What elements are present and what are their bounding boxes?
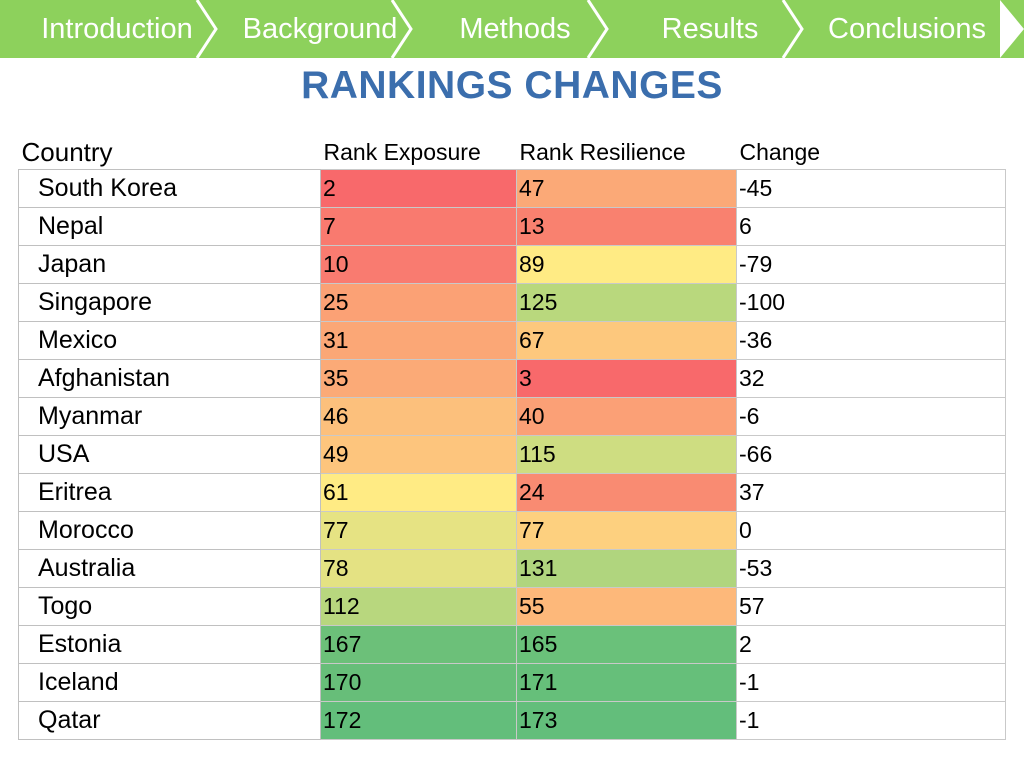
rank-resilience-cell: 24 xyxy=(516,473,737,512)
rank-resilience-cell: 77 xyxy=(516,511,737,550)
change-cell: 57 xyxy=(736,587,1006,626)
change-cell: -79 xyxy=(736,245,1006,284)
rank-exposure-cell: 7 xyxy=(320,207,517,246)
table-row: Nepal 7 13 6 xyxy=(18,207,1006,246)
table-row: Mexico 31 67 -36 xyxy=(18,321,1006,360)
rank-resilience-cell: 47 xyxy=(516,169,737,208)
change-cell: -36 xyxy=(736,321,1006,360)
rank-exposure-cell: 35 xyxy=(320,359,517,398)
table-row: Eritrea 61 24 37 xyxy=(18,473,1006,512)
change-cell: -45 xyxy=(736,169,1006,208)
rank-resilience-cell: 165 xyxy=(516,625,737,664)
table-header-row: Country Rank Exposure Rank Resilience Ch… xyxy=(19,133,1006,170)
table-row: Japan 10 89 -79 xyxy=(18,245,1006,284)
header-country: Country xyxy=(21,137,113,167)
table-row: Togo 112 55 57 xyxy=(18,587,1006,626)
rank-resilience-cell: 13 xyxy=(516,207,737,246)
country-cell: Nepal xyxy=(18,207,321,246)
table-row: South Korea 2 47 -45 xyxy=(18,169,1006,208)
rankings-table: Country Rank Exposure Rank Resilience Ch… xyxy=(18,133,1006,740)
header-rank-resilience: Rank Resilience xyxy=(519,139,686,165)
nav-item-background[interactable]: Background xyxy=(242,13,398,45)
country-cell: Iceland xyxy=(18,663,321,702)
rank-resilience-cell: 40 xyxy=(516,397,737,436)
rank-resilience-cell: 55 xyxy=(516,587,737,626)
rank-exposure-cell: 31 xyxy=(320,321,517,360)
country-cell: Myanmar xyxy=(18,397,321,436)
country-cell: Japan xyxy=(18,245,321,284)
table-row: Qatar 172 173 -1 xyxy=(18,701,1006,740)
table-row: Iceland 170 171 -1 xyxy=(18,663,1006,702)
country-cell: Togo xyxy=(18,587,321,626)
country-cell: Morocco xyxy=(18,511,321,550)
change-cell: -1 xyxy=(736,663,1006,702)
rank-exposure-cell: 78 xyxy=(320,549,517,588)
rank-resilience-cell: 67 xyxy=(516,321,737,360)
page-title: RANKINGS CHANGES xyxy=(301,64,723,107)
rank-exposure-cell: 170 xyxy=(320,663,517,702)
table-row: USA 49 115 -66 xyxy=(18,435,1006,474)
rank-exposure-cell: 49 xyxy=(320,435,517,474)
country-cell: Qatar xyxy=(18,701,321,740)
section-nav-bar: Introduction Background Methods Results … xyxy=(0,0,1024,58)
rank-exposure-cell: 61 xyxy=(320,473,517,512)
table-row: Morocco 77 77 0 xyxy=(18,511,1006,550)
nav-item-methods[interactable]: Methods xyxy=(459,13,571,45)
rank-exposure-cell: 25 xyxy=(320,283,517,322)
change-cell: -1 xyxy=(736,701,1006,740)
header-rank-exposure: Rank Exposure xyxy=(323,139,481,165)
change-cell: 32 xyxy=(736,359,1006,398)
country-cell: Mexico xyxy=(18,321,321,360)
change-cell: 6 xyxy=(736,207,1006,246)
change-cell: -53 xyxy=(736,549,1006,588)
table-row: Australia 78 131 -53 xyxy=(18,549,1006,588)
change-cell: 0 xyxy=(736,511,1006,550)
rank-exposure-cell: 167 xyxy=(320,625,517,664)
country-cell: Afghanistan xyxy=(18,359,321,398)
rank-exposure-cell: 172 xyxy=(320,701,517,740)
table-row: Myanmar 46 40 -6 xyxy=(18,397,1006,436)
rank-exposure-cell: 112 xyxy=(320,587,517,626)
table-row: Singapore 25 125 -100 xyxy=(18,283,1006,322)
header-change: Change xyxy=(739,139,821,165)
rank-resilience-cell: 3 xyxy=(516,359,737,398)
nav-chevron-dividers xyxy=(195,0,1024,58)
country-cell: USA xyxy=(18,435,321,474)
rank-resilience-cell: 173 xyxy=(516,701,737,740)
country-cell: Estonia xyxy=(18,625,321,664)
country-cell: Eritrea xyxy=(18,473,321,512)
nav-item-results[interactable]: Results xyxy=(661,13,759,45)
nav-item-introduction[interactable]: Introduction xyxy=(41,13,193,45)
rank-exposure-cell: 2 xyxy=(320,169,517,208)
nav-item-conclusions[interactable]: Conclusions xyxy=(828,13,986,45)
table-row: Estonia 167 165 2 xyxy=(18,625,1006,664)
rank-resilience-cell: 89 xyxy=(516,245,737,284)
rank-exposure-cell: 46 xyxy=(320,397,517,436)
table-row: Afghanistan 35 3 32 xyxy=(18,359,1006,398)
country-cell: Australia xyxy=(18,549,321,588)
rank-exposure-cell: 10 xyxy=(320,245,517,284)
rank-resilience-cell: 131 xyxy=(516,549,737,588)
country-cell: Singapore xyxy=(18,283,321,322)
change-cell: -100 xyxy=(736,283,1006,322)
rank-resilience-cell: 125 xyxy=(516,283,737,322)
country-cell: South Korea xyxy=(18,169,321,208)
change-cell: -6 xyxy=(736,397,1006,436)
change-cell: -66 xyxy=(736,435,1006,474)
change-cell: 2 xyxy=(736,625,1006,664)
rank-resilience-cell: 171 xyxy=(516,663,737,702)
change-cell: 37 xyxy=(736,473,1006,512)
rank-exposure-cell: 77 xyxy=(320,511,517,550)
rank-resilience-cell: 115 xyxy=(516,435,737,474)
